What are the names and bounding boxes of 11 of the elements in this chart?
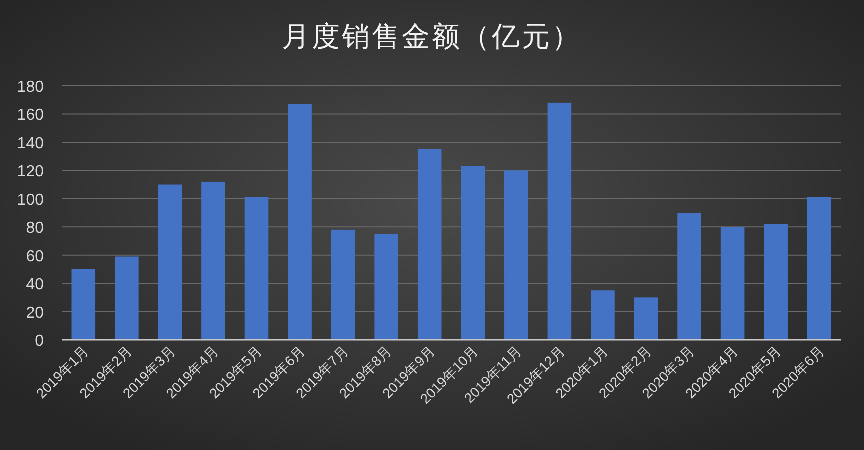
y-tick-label: 180 [17, 79, 44, 96]
y-tick-label: 0 [35, 333, 44, 350]
y-tick-label: 80 [26, 220, 44, 238]
y-tick-label: 60 [26, 248, 44, 266]
y-tick-label: 100 [17, 192, 44, 209]
y-tick-label: 140 [17, 135, 44, 152]
y-tick-label: 40 [26, 276, 44, 294]
y-tick-label: 20 [26, 304, 44, 322]
chart-title: 月度销售金额（亿元） [282, 21, 582, 52]
y-tick-label: 160 [17, 107, 44, 124]
y-tick-label: 120 [17, 164, 44, 181]
